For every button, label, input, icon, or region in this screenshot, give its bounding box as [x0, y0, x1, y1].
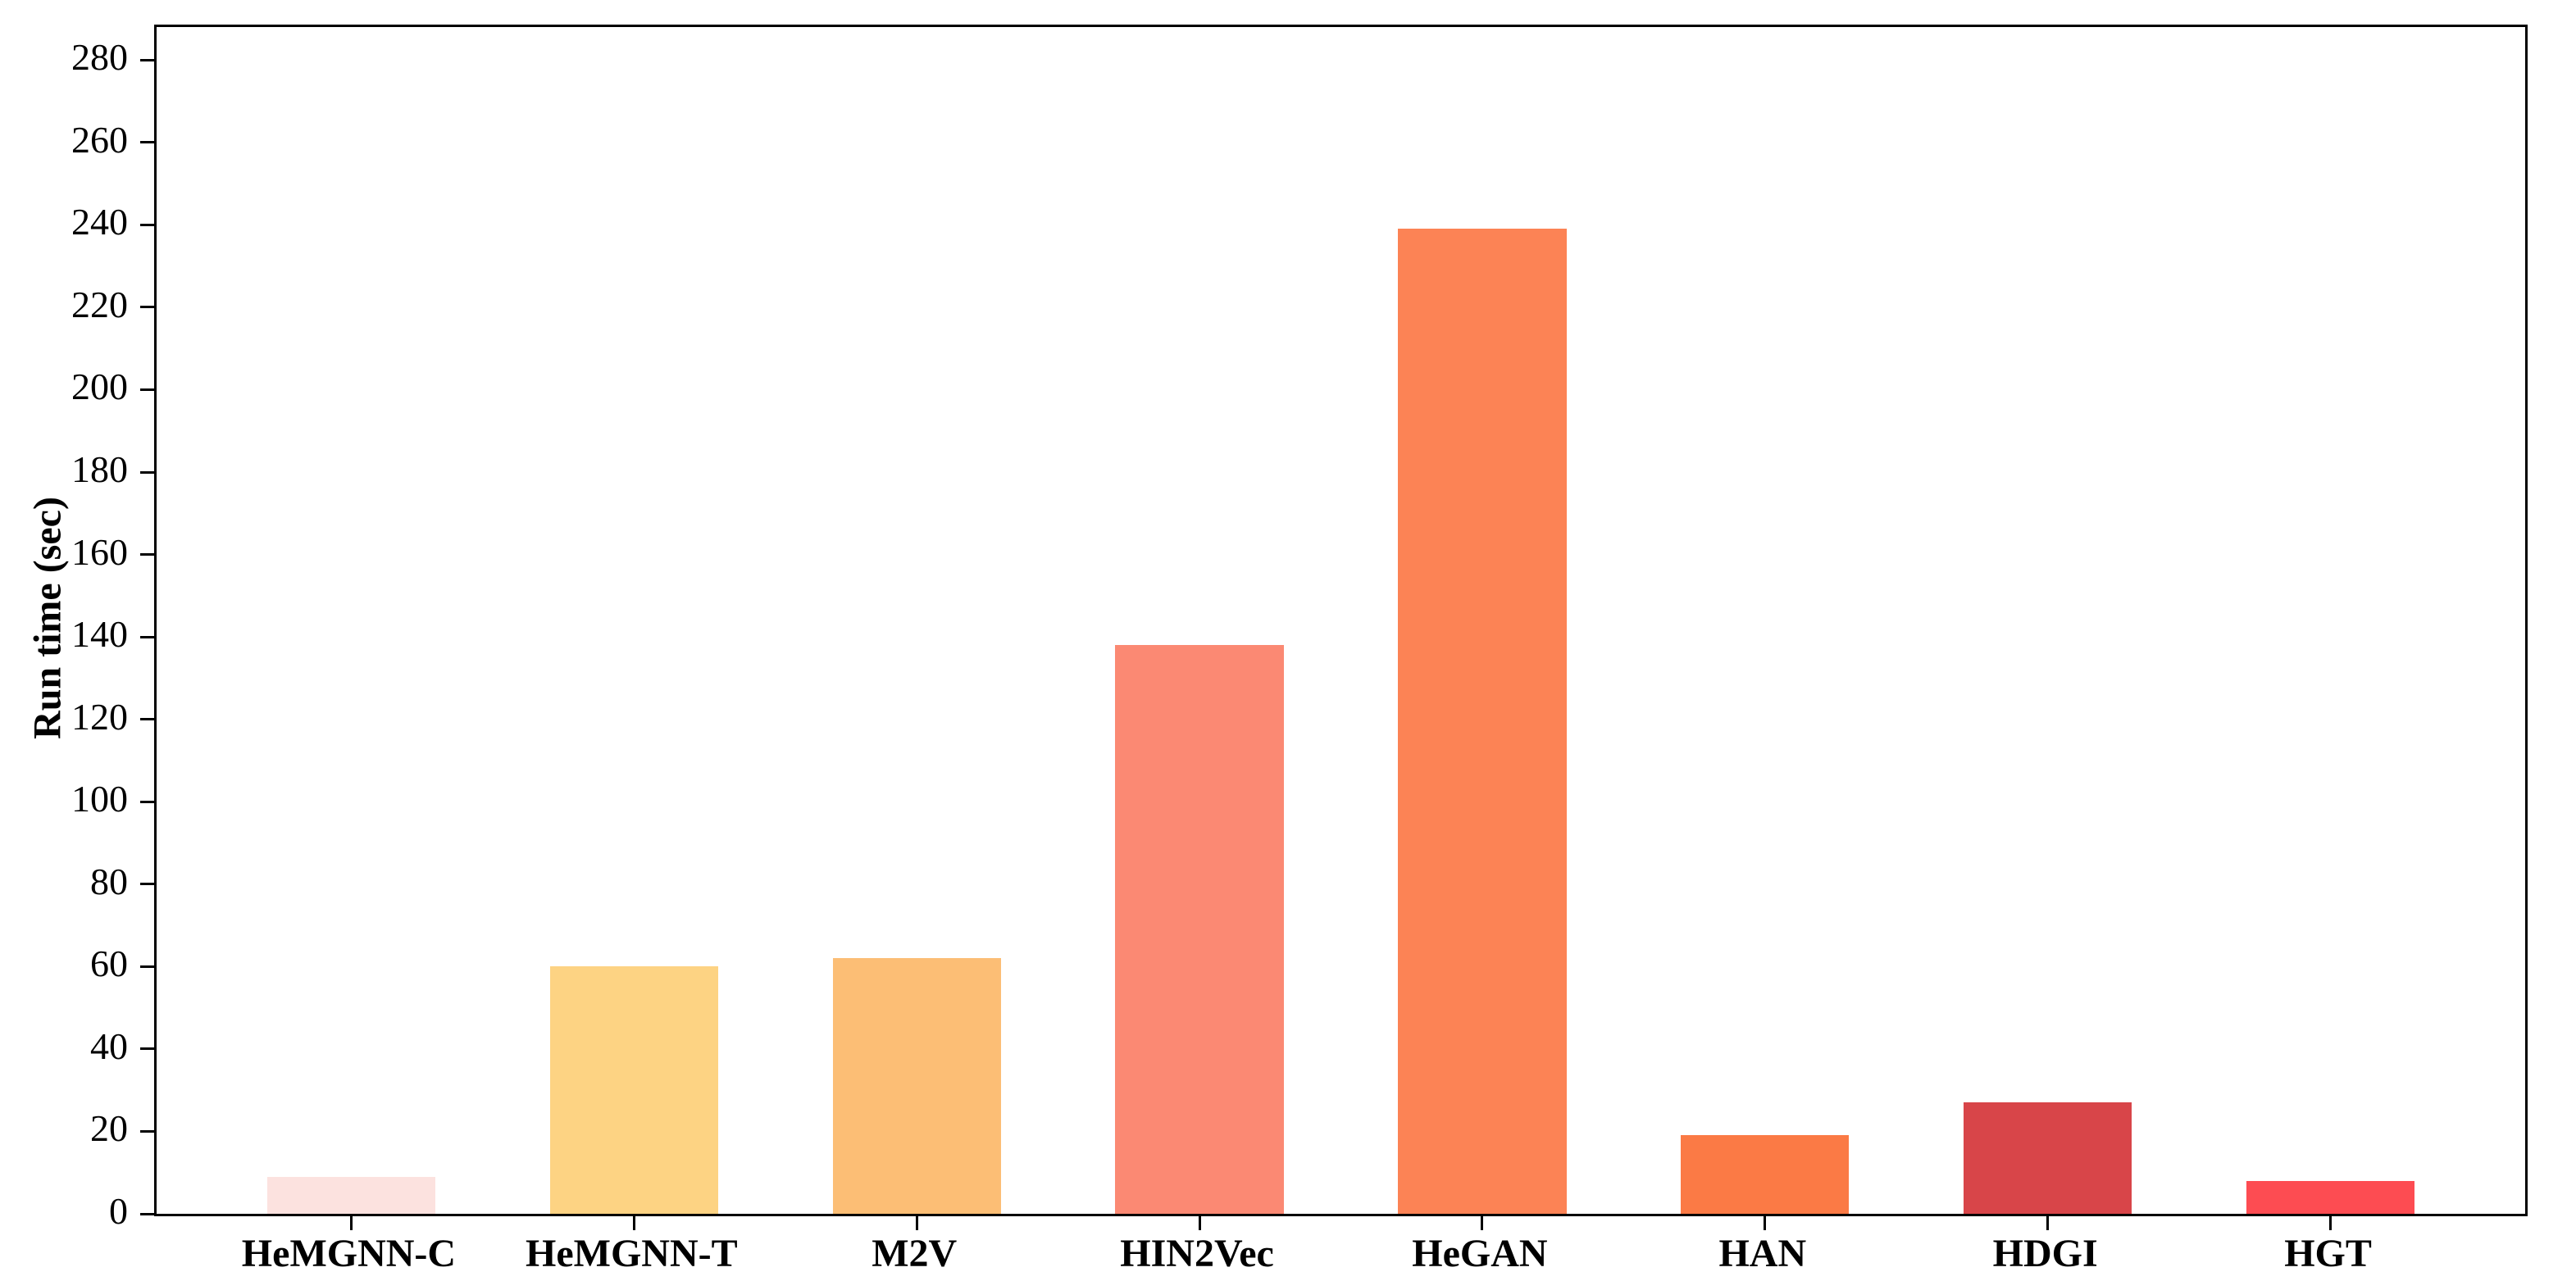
x-tick-label-HeGAN: HeGAN [1412, 1232, 1548, 1275]
y-tick-label: 40 [90, 1024, 128, 1067]
x-tick-label-HIN2Vec: HIN2Vec [1120, 1232, 1274, 1275]
y-tick-mark [140, 388, 154, 391]
bar-HIN2Vec [1115, 645, 1284, 1214]
y-tick-label: 200 [71, 366, 128, 408]
y-tick-mark [140, 306, 154, 309]
bar-HGT [2246, 1180, 2415, 1214]
y-tick-label: 140 [71, 613, 128, 656]
y-tick-mark [140, 141, 154, 144]
y-tick-mark [140, 635, 154, 638]
y-tick-mark [140, 718, 154, 721]
y-tick-label: 180 [71, 448, 128, 490]
x-tick-mark [2046, 1216, 2050, 1230]
y-tick-mark [140, 470, 154, 474]
x-tick-label-HGT: HGT [2284, 1232, 2372, 1275]
x-tick-mark [632, 1216, 635, 1230]
x-tick-mark [1764, 1216, 1767, 1230]
y-tick-label: 280 [71, 36, 128, 79]
x-tick-mark [349, 1216, 353, 1230]
y-tick-mark [140, 800, 154, 803]
y-tick-label: 20 [90, 1107, 128, 1150]
x-tick-mark [1198, 1216, 1201, 1230]
y-tick-mark [140, 553, 154, 556]
x-tick-mark [915, 1216, 918, 1230]
y-tick-mark [140, 1212, 154, 1215]
y-tick-label: 240 [71, 201, 128, 243]
bar-HeGAN [1398, 229, 1567, 1214]
y-tick-label: 160 [71, 530, 128, 573]
y-tick-label: 120 [71, 695, 128, 738]
y-tick-mark [140, 1047, 154, 1051]
x-tick-mark [2329, 1216, 2333, 1230]
y-tick-mark [140, 223, 154, 226]
x-tick-label-HDGI: HDGI [1992, 1232, 2098, 1275]
x-tick-label-HeMGNN-T: HeMGNN-T [526, 1232, 738, 1275]
y-tick-label: 260 [71, 118, 128, 161]
y-tick-label: 100 [71, 778, 128, 820]
x-tick-label-HeMGNN-C: HeMGNN-C [241, 1232, 457, 1275]
x-tick-label-HAN: HAN [1718, 1232, 1807, 1275]
y-tick-label: 220 [71, 283, 128, 325]
y-tick-mark [140, 58, 154, 61]
y-tick-label: 80 [90, 860, 128, 902]
x-tick-label-M2V: M2V [872, 1232, 958, 1275]
y-tick-mark [140, 965, 154, 968]
bar-HDGI [1964, 1102, 2132, 1214]
y-tick-label: 60 [90, 943, 128, 985]
y-tick-mark [140, 1129, 154, 1133]
y-tick-mark [140, 883, 154, 886]
y-tick-label: 0 [109, 1190, 128, 1232]
bar-M2V [832, 958, 1001, 1214]
plot-area [140, 25, 2528, 1230]
bar-HeMGNN-T [549, 966, 718, 1214]
bar-HAN [1681, 1135, 1850, 1214]
x-tick-mark [1481, 1216, 1484, 1230]
bar-HeMGNN-C [266, 1176, 436, 1214]
